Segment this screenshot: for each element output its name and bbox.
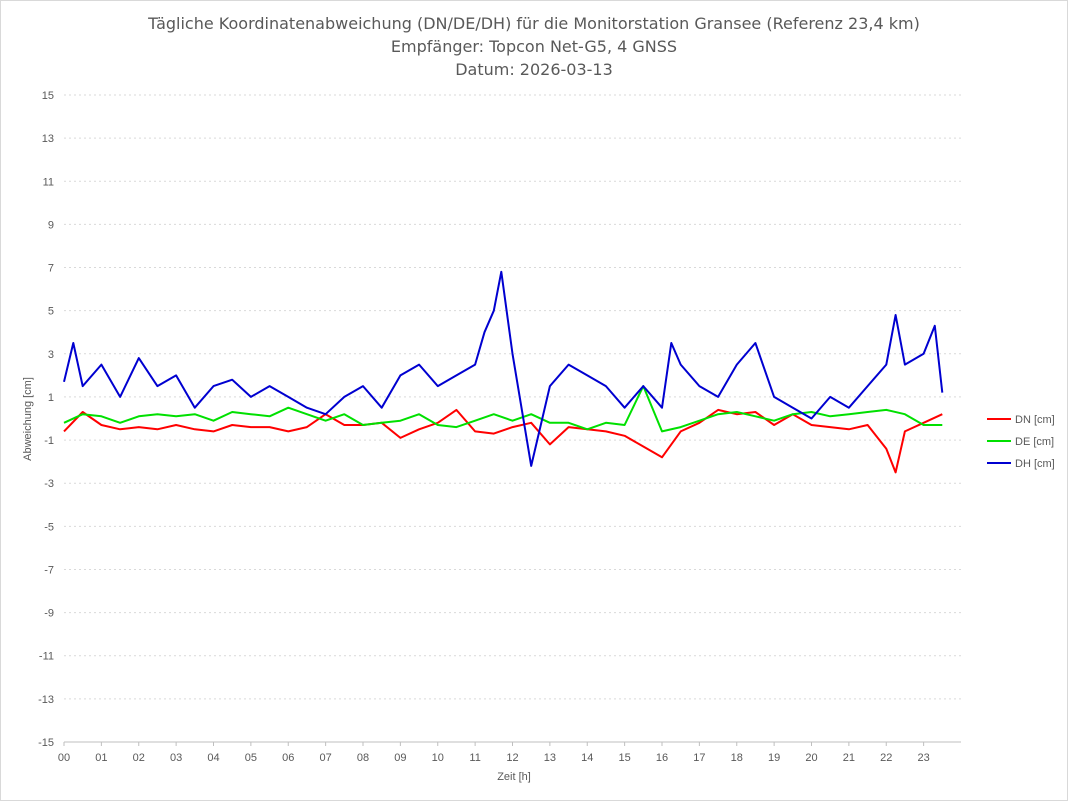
x-tick-label: 08 [357,752,369,764]
y-axis-label: Abweichung [cm] [22,377,34,461]
x-tick-label: 07 [320,752,332,764]
x-tick-label: 19 [768,752,780,764]
y-tick-label: -11 [39,651,54,663]
y-tick-label: -3 [44,478,54,490]
series-line-dh [63,270,944,467]
y-tick-label: 13 [42,133,54,145]
series-line-de [63,385,943,433]
y-tick-label: 5 [48,306,54,318]
x-tick-label: 15 [619,752,631,764]
x-tick-label: 10 [432,752,444,764]
x-tick-label: 09 [394,752,406,764]
x-tick-label: 02 [133,752,145,764]
y-tick-label: -1 [44,435,54,447]
y-tick-label: 1 [48,392,54,404]
x-tick-label: 12 [506,752,518,764]
y-tick-label: -5 [44,521,54,533]
x-axis-label: Zeit [h] [497,771,531,783]
x-tick-label: 16 [656,752,668,764]
y-tick-label: 11 [43,176,54,188]
series-lines [63,270,944,474]
x-tick-label: 03 [170,752,182,764]
x-tick-label: 18 [731,752,743,764]
x-tick-label: 20 [805,752,817,764]
y-tick-label: -13 [38,694,54,706]
x-tick-label: 04 [207,752,219,764]
x-tick-label: 22 [880,752,892,764]
y-tick-labels: 15 13 11 9 7 5 3 1 -1 -3 -5 -7 -9 -11 -13 -15 [38,90,54,749]
legend-label-de: DE [cm] [1015,436,1054,448]
y-tick-label: -15 [38,737,54,749]
chart-title-line-2: Empfänger: Topcon Net-G5, 4 GNSS [391,37,677,56]
chart-title-line-3: Datum: 2026-03-13 [455,60,613,79]
gridlines [64,94,961,743]
legend-label-dh: DH [cm] [1015,458,1055,470]
y-tick-label: 15 [42,90,54,102]
x-tick-label: 05 [245,752,257,764]
legend-label-dn: DN [cm] [1015,414,1055,426]
series-line-dn [63,408,943,474]
y-tick-label: -9 [44,608,54,620]
x-tick-label: 01 [95,752,107,764]
x-tick-label: 11 [469,752,480,764]
chart-title-line-1: Tägliche Koordinatenabweichung (DN/DE/DH… [147,14,920,33]
x-tick-label: 21 [843,752,855,764]
y-tick-label: 3 [48,349,54,361]
y-tick-label: 9 [48,219,54,231]
y-tick-label: -7 [44,564,54,576]
y-tick-label: 7 [48,263,54,275]
x-tick-label: 13 [544,752,556,764]
legend: DN [cm] DE [cm] DH [cm] [987,414,1055,470]
x-tick-labels: 00 01 02 03 04 05 06 07 08 09 10 11 12 13 14 15 16 17 18 19… [58,742,930,764]
x-tick-label: 06 [282,752,294,764]
chart-title-group: Tägliche Koordinatenabweichung (DN/DE/DH… [147,14,920,79]
x-tick-label: 23 [918,752,930,764]
x-tick-label: 17 [693,752,705,764]
x-tick-label: 14 [581,752,593,764]
x-tick-label: 00 [58,752,70,764]
